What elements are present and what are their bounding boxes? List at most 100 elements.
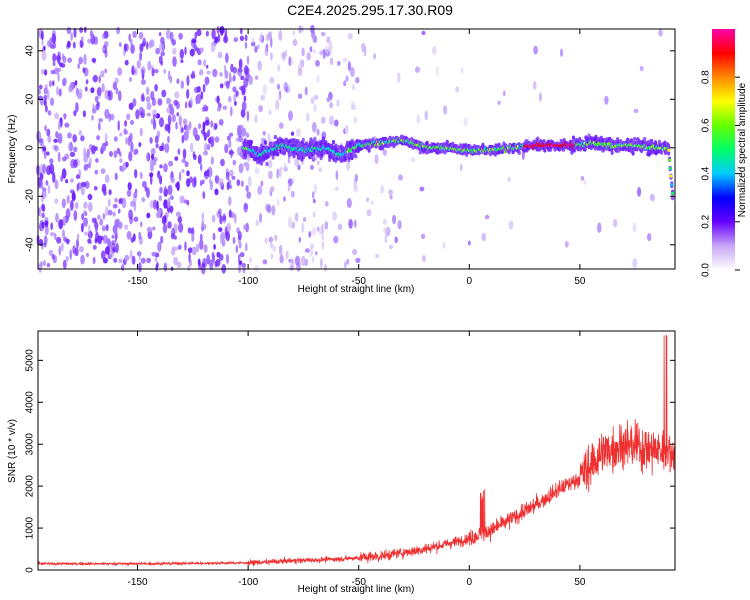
spectrogram-cell (56, 138, 62, 143)
spectrogram-cell (389, 194, 393, 200)
spectrogram-cell (276, 83, 281, 90)
spectrogram-cell (139, 171, 143, 180)
spectrogram-cell (193, 176, 197, 187)
spectrogram-cell (73, 210, 78, 221)
spectrogram-cell (216, 95, 220, 104)
colorbar: 0.0 0.2 0.4 0.6 0.8 Normalized spectral ampl… (701, 29, 748, 277)
spectrogram-ridge-cell (337, 147, 341, 152)
spectrogram-cell (177, 148, 181, 155)
spectrogram-cell (128, 151, 133, 162)
spectrogram-cell (176, 112, 180, 117)
spectrogram-ridge-peak (668, 167, 672, 171)
spectrogram-cell (117, 120, 120, 131)
spectrogram-cell (67, 57, 73, 63)
spectrogram-cell (49, 158, 54, 165)
spectrogram-cell (230, 106, 233, 117)
spectrogram-cell (415, 66, 420, 73)
spectrogram-cell (127, 182, 132, 191)
spectrogram-cell (88, 224, 91, 235)
spectrogram-cell (277, 94, 281, 101)
spectrogram-cell (210, 41, 216, 53)
spectrogram-ridge-cell (650, 138, 654, 144)
spectrogram-cell (168, 103, 173, 109)
spectrogram-ridge-cell (542, 139, 546, 144)
spectrogram-cell (639, 65, 644, 72)
spectrogram-cell (269, 76, 275, 84)
spectrogram-cell (125, 161, 129, 168)
spectrogram-cell (287, 182, 291, 192)
spectrogram-cell (347, 33, 353, 40)
spectrogram-cell (189, 48, 195, 57)
spectrogram-cell (38, 176, 42, 187)
spectrogram-cell (110, 113, 115, 121)
spectrogram-cell (53, 138, 59, 143)
spectrogram-cell (215, 258, 221, 267)
spectrogram-cell (136, 60, 141, 69)
spectrogram-cell (276, 168, 280, 179)
spectrogram-cell (101, 225, 107, 232)
spectrogram-cell (46, 128, 51, 137)
spectrogram-cell (77, 92, 83, 100)
spectrogram-cell (83, 164, 89, 171)
spectrogram-cell (268, 109, 272, 116)
spectrogram-cell (203, 244, 208, 253)
spectrogram-cell (290, 190, 295, 198)
spectrogram-cell (180, 80, 184, 89)
spectrogram-ridge-cell (271, 155, 275, 160)
spectrogram-cell (74, 202, 79, 210)
spectrogram-cell (128, 102, 134, 111)
spectrogram-cell (246, 110, 250, 122)
spectrogram-cell (190, 142, 194, 153)
spectrogram-cell (312, 198, 316, 204)
spectrogram-cell (114, 172, 118, 181)
spectrogram-cell (222, 215, 227, 221)
x-tick-label: 50 (574, 577, 586, 588)
spectrogram-cell (308, 231, 312, 238)
spectrogram-cell (312, 35, 318, 44)
spectrogram-cell (298, 236, 301, 243)
spectrogram-cell (126, 113, 131, 121)
spectrogram-cell (151, 67, 155, 77)
spectrogram-cell (347, 61, 352, 72)
spectrogram-cell (374, 153, 379, 165)
spectrogram-cell (159, 117, 164, 128)
spectrogram-cell (163, 262, 168, 272)
spectrogram-cell (335, 170, 339, 181)
spectrogram-cell (43, 235, 48, 245)
spectrogram-cell (168, 160, 174, 167)
spectrogram-cell (345, 75, 349, 82)
spectrogram-cell (146, 41, 149, 50)
spectrogram-cell (214, 188, 219, 196)
spectrogram-ridge-cell (311, 157, 315, 162)
spectrogram-cell (233, 93, 237, 102)
spectrogram-cell (205, 78, 208, 87)
spectrogram-cell (55, 131, 59, 139)
spectrogram-cell (116, 26, 121, 35)
spectrogram-ridge-cell (354, 154, 358, 159)
spectrogram-ridge-cell (243, 152, 247, 157)
spectrogram-cell (264, 237, 268, 244)
spectrogram-cell (162, 223, 168, 234)
spectrogram-cell (199, 180, 203, 187)
spectrogram-cell (257, 185, 263, 195)
spectrogram-ridge-cell (667, 151, 671, 156)
spectrogram-cell (346, 198, 352, 208)
spectrogram-cell (138, 31, 144, 40)
spectrogram-cell (270, 37, 273, 48)
spectrogram-cell (329, 102, 334, 109)
spectrogram-cell (190, 97, 193, 108)
spectrogram-cell (187, 265, 191, 272)
spectrogram-cell (245, 162, 250, 172)
spectrogram-cell (191, 246, 197, 256)
spectrogram-cell (92, 76, 96, 82)
y-tick-label: 0 (25, 145, 36, 151)
spectrogram-cell (220, 158, 225, 167)
spectrogram-cell (158, 55, 163, 64)
spectrogram-cell (181, 158, 186, 163)
spectrogram-cell (151, 97, 156, 107)
spectrogram-cell (173, 256, 179, 266)
spectrogram-cell (320, 257, 323, 269)
spectrogram-cell (199, 239, 204, 251)
spectrogram-cell (100, 168, 106, 175)
spectrogram-cell (126, 230, 132, 240)
